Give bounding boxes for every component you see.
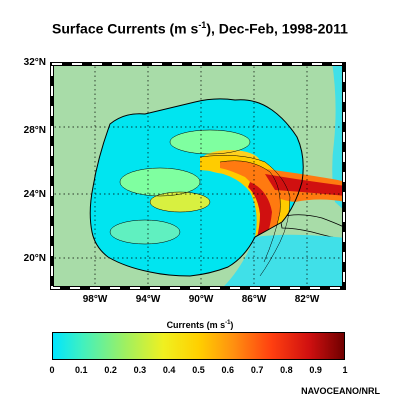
colorbar-tick-label: 0.8	[280, 365, 293, 375]
colorbar-tick-label: 0.5	[192, 365, 205, 375]
colorbar	[52, 332, 345, 360]
colorbar-tick-label: 0.9	[309, 365, 322, 375]
colorbar-title-prefix: Currents (m s	[166, 320, 226, 330]
lat-label-24n: 24°N	[23, 189, 46, 200]
colorbar-tick-label: 0.2	[104, 365, 117, 375]
lon-label-86w: 86°W	[241, 294, 267, 305]
lat-label-20n: 20°N	[23, 253, 46, 264]
colorbar-title-superscript: -1	[225, 320, 231, 326]
colorbar-tick-label: 1	[342, 365, 348, 375]
title-superscript: -1	[198, 20, 207, 30]
colorbar-tick-label: 0.4	[162, 365, 176, 375]
lon-label-98w: 98°W	[82, 294, 108, 305]
colorbar-tick-label: 0	[49, 365, 55, 375]
gulf-coastline	[89, 98, 304, 277]
gulf-map	[50, 62, 346, 290]
map-svg	[50, 62, 346, 290]
chart-title: Surface Currents (m s-1), Dec-Feb, 1998-…	[0, 20, 400, 37]
lon-label-82w: 82°W	[294, 294, 320, 305]
title-prefix: Surface Currents (m s	[52, 20, 199, 37]
colorbar-tick-label: 0.6	[221, 365, 235, 375]
cuba-island	[279, 214, 346, 241]
caribbean-water	[220, 234, 346, 290]
credit-label: NAVOCEANO/NRL	[301, 386, 380, 396]
lon-label-94w: 94°W	[135, 294, 161, 305]
lat-label-32n: 32°N	[23, 57, 46, 68]
lat-label-28n: 28°N	[23, 125, 46, 136]
colorbar-tick-label: 0.1	[75, 365, 88, 375]
map-gridlines	[50, 62, 346, 290]
colorbar-tick-label: 0.3	[133, 365, 147, 375]
colorbar-title: Currents (m s-1)	[0, 320, 400, 330]
colorbar-tick-label: 0.7	[250, 365, 264, 375]
title-suffix: ), Dec-Feb, 1998-2011	[206, 20, 348, 37]
lon-label-90w: 90°W	[188, 294, 214, 305]
colorbar-title-suffix: )	[230, 320, 234, 330]
